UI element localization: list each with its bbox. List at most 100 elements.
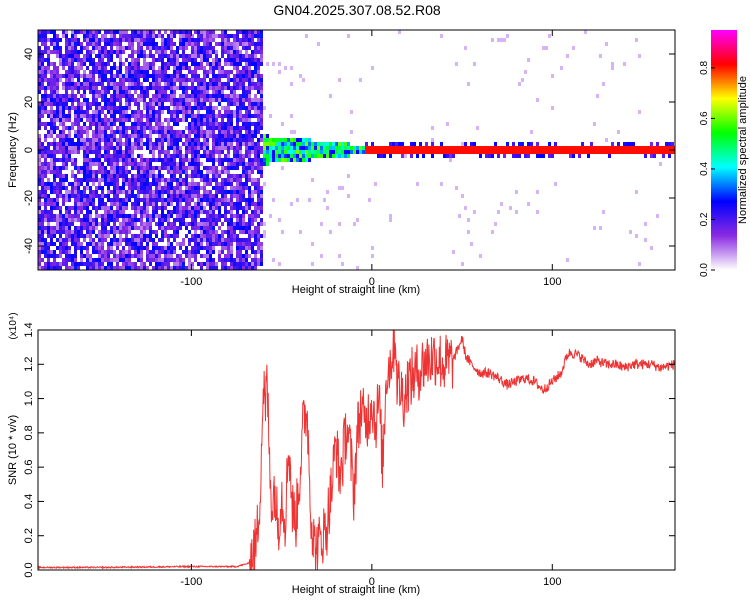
- heatmap-cell: [137, 118, 140, 122]
- heatmap-cell: [86, 234, 89, 238]
- heatmap-cell: [191, 42, 194, 46]
- heatmap-cell: [215, 54, 218, 58]
- heatmap-cell: [146, 170, 149, 174]
- heatmap-cell: [245, 206, 248, 210]
- heatmap-cell: [248, 194, 251, 198]
- heatmap-cell: [254, 142, 257, 146]
- heatmap-cell: [107, 258, 110, 262]
- heatmap-cell: [38, 174, 41, 178]
- heatmap-cell: [152, 182, 155, 186]
- heatmap-cell: [269, 138, 272, 142]
- heatmap-cell: [170, 50, 173, 54]
- heatmap-cell: [71, 106, 74, 110]
- heatmap-cell: [107, 186, 110, 190]
- heatmap-cell: [215, 190, 218, 194]
- heatmap-cell: [350, 130, 353, 134]
- heatmap-cell: [155, 246, 158, 250]
- heatmap-cell: [164, 78, 167, 82]
- heatmap-cell: [260, 94, 263, 98]
- heatmap-cell: [275, 146, 278, 150]
- heatmap-cell: [134, 254, 137, 258]
- heatmap-cell: [68, 62, 71, 66]
- heatmap-cell: [581, 142, 584, 146]
- heatmap-cell: [167, 182, 170, 186]
- heatmap-cell: [206, 50, 209, 54]
- heatmap-cell: [68, 46, 71, 50]
- heatmap-cell: [257, 130, 260, 134]
- heatmap-cell: [236, 74, 239, 78]
- heatmap-cell: [104, 142, 107, 146]
- heatmap-cell: [68, 126, 71, 130]
- heatmap-cell: [203, 78, 206, 82]
- heatmap-cell: [53, 250, 56, 254]
- heatmap-cell: [110, 110, 113, 114]
- heatmap-cell: [155, 122, 158, 126]
- heatmap-cell: [194, 154, 197, 158]
- heatmap-cell: [128, 186, 131, 190]
- heatmap-cell: [134, 62, 137, 66]
- heatmap-cell: [128, 38, 131, 42]
- heatmap-cell: [248, 34, 251, 38]
- heatmap-cell: [236, 54, 239, 58]
- heatmap-cell: [152, 190, 155, 194]
- heatmap-cell: [83, 202, 86, 206]
- heatmap-cell: [248, 218, 251, 222]
- heatmap-cell: [122, 110, 125, 114]
- heatmap-cell: [59, 114, 62, 118]
- heatmap-cell: [164, 226, 167, 230]
- heatmap-cell: [119, 254, 122, 258]
- heatmap-cell: [239, 162, 242, 166]
- heatmap-cell: [128, 254, 131, 258]
- heatmap-cell: [146, 34, 149, 38]
- heatmap-cell: [149, 126, 152, 130]
- heatmap-cell: [194, 62, 197, 66]
- heatmap-cell: [575, 150, 578, 154]
- heatmap-cell: [230, 166, 233, 170]
- heatmap-cell: [560, 66, 563, 70]
- heatmap-cell: [599, 226, 602, 230]
- heatmap-cell: [53, 50, 56, 54]
- heatmap-cell: [239, 190, 242, 194]
- heatmap-cell: [146, 246, 149, 250]
- heatmap-cell: [206, 90, 209, 94]
- heatmap-cell: [77, 130, 80, 134]
- heatmap-cell: [152, 178, 155, 182]
- heatmap-cell: [203, 238, 206, 242]
- heatmap-cell: [449, 158, 452, 162]
- heatmap-cell: [185, 54, 188, 58]
- heatmap-cell: [182, 242, 185, 246]
- heatmap-cell: [239, 82, 242, 86]
- heatmap-cell: [92, 150, 95, 154]
- heatmap-cell: [125, 190, 128, 194]
- heatmap-cell: [161, 74, 164, 78]
- heatmap-cell: [95, 162, 98, 166]
- heatmap-cell: [59, 106, 62, 110]
- heatmap-cell: [83, 58, 86, 62]
- heatmap-cell: [236, 222, 239, 226]
- heatmap-cell: [203, 254, 206, 258]
- heatmap-cell: [221, 250, 224, 254]
- heatmap-cell: [227, 82, 230, 86]
- heatmap-cell: [200, 194, 203, 198]
- heatmap-cell: [227, 258, 230, 262]
- heatmap-cell: [368, 150, 371, 154]
- heatmap-cell: [176, 262, 179, 266]
- heatmap-cell: [179, 150, 182, 154]
- heatmap-cell: [245, 174, 248, 178]
- heatmap-cell: [194, 182, 197, 186]
- heatmap-cell: [38, 102, 41, 106]
- heatmap-cell: [215, 222, 218, 226]
- heatmap-cell: [107, 170, 110, 174]
- heatmap-cell: [56, 202, 59, 206]
- heatmap-cell: [68, 142, 71, 146]
- heatmap-cell: [251, 218, 254, 222]
- heatmap-cell: [497, 146, 500, 150]
- heatmap-cell: [167, 154, 170, 158]
- heatmap-cell: [164, 206, 167, 210]
- heatmap-cell: [239, 42, 242, 46]
- heatmap-cell: [155, 258, 158, 262]
- heatmap-cell: [155, 190, 158, 194]
- heatmap-cell: [194, 126, 197, 130]
- heatmap-cell: [140, 138, 143, 142]
- heatmap-cell: [143, 266, 146, 270]
